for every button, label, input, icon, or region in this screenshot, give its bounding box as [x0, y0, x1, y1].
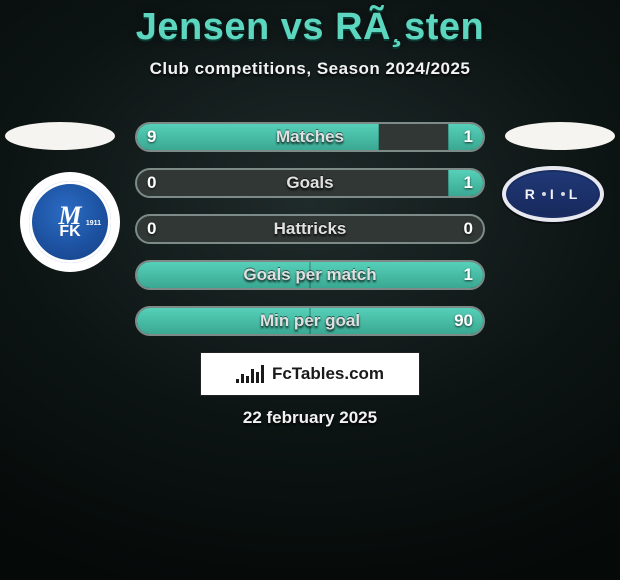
stat-value-right: 1 [454, 170, 483, 198]
club-badge-left: M FK 1911 [20, 172, 120, 272]
club-left-year: 1911 [86, 221, 101, 227]
stat-value-right: 90 [444, 308, 483, 336]
stat-fill-left [137, 308, 310, 334]
stat-label: Hattricks [137, 216, 483, 244]
stat-row: 1Goals per match [135, 260, 485, 290]
player-photo-left [5, 122, 115, 150]
stat-value-right: 1 [454, 124, 483, 152]
stat-value-right: 0 [454, 216, 483, 244]
stat-label: Goals [137, 170, 483, 198]
stat-value-left [137, 262, 157, 290]
club-badge-left-inner: M FK 1911 [29, 181, 111, 263]
stat-row: 0 1Goals [135, 168, 485, 198]
stat-fill-left [137, 124, 379, 150]
date-text: 22 february 2025 [0, 408, 620, 428]
infographic-root: Jensen vs RÃ¸sten Club competitions, Sea… [0, 0, 620, 580]
club-badge-right-pill: R I L [502, 166, 604, 222]
club-right-letter-0: R [525, 186, 538, 202]
brand-bar-icon [246, 376, 249, 383]
club-right-dot-icon [542, 192, 546, 196]
stat-row: 0 0Hattricks [135, 214, 485, 244]
stat-value-right: 1 [454, 262, 483, 290]
page-subtitle: Club competitions, Season 2024/2025 [0, 59, 620, 79]
brand-bar-icon [261, 365, 264, 383]
brand-bar-icon [236, 379, 239, 383]
brand-bar-icon [251, 369, 254, 383]
stat-row: 91Matches [135, 122, 485, 152]
club-left-text-bottom: FK [59, 225, 80, 239]
stat-value-left [137, 308, 157, 336]
club-right-letter-1: I [550, 186, 557, 202]
club-right-letter-2: L [569, 186, 581, 202]
stat-value-left: 0 [137, 216, 166, 244]
stat-value-left: 9 [137, 124, 166, 152]
stat-value-left: 0 [137, 170, 166, 198]
stat-fill-left [137, 262, 310, 288]
brand-bars-icon [236, 365, 264, 383]
brand-text: FcTables.com [272, 364, 384, 384]
brand-bar-icon [241, 374, 244, 383]
club-right-dot-icon [561, 192, 565, 196]
brand-bar-icon [256, 372, 259, 383]
brand-box: FcTables.com [200, 352, 420, 396]
stats-container: 91Matches01Goals00Hattricks1Goals per ma… [135, 122, 485, 352]
club-badge-right: R I L [500, 164, 605, 224]
page-title: Jensen vs RÃ¸sten [0, 0, 620, 49]
player-photo-right [505, 122, 615, 150]
stat-row: 90Min per goal [135, 306, 485, 336]
